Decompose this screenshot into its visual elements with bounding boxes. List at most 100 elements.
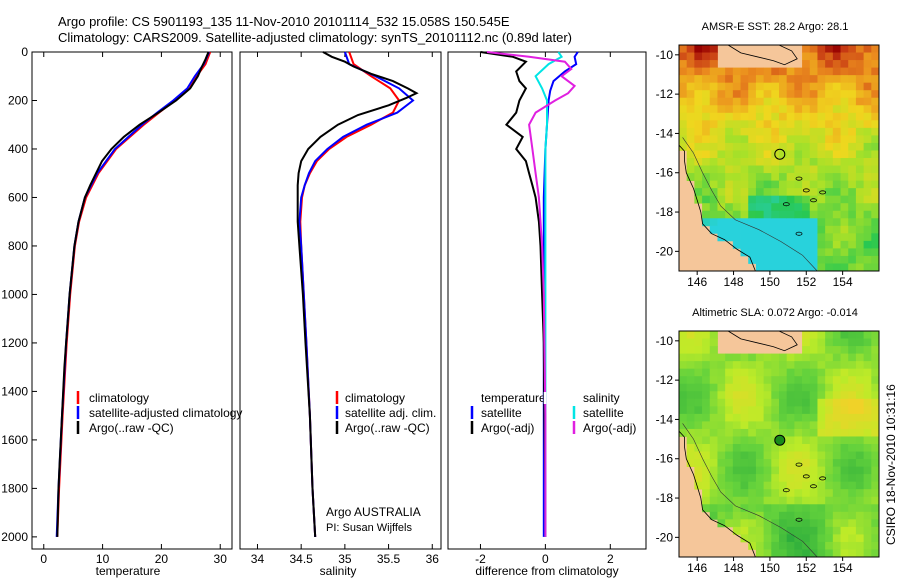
map-cell [786,549,795,558]
map-cell [779,534,788,543]
map-cell [840,541,849,550]
map-cell [855,203,865,212]
map-cell [809,444,818,452]
map-cell [825,436,834,445]
map-cell [755,421,765,430]
map-cell [840,158,849,166]
map-cell [848,173,857,181]
map-cell [694,90,703,99]
map-cell [802,406,811,415]
map-cell [809,451,818,460]
map-cell [709,135,718,144]
map-cell [817,331,826,339]
map-cell [817,158,826,166]
map-cell [709,466,718,475]
map-cell [732,474,741,483]
map-cell [732,398,741,407]
map-cell [732,97,741,106]
map-cell [748,474,757,483]
map-cell [871,428,880,437]
map-cell [725,120,734,129]
map-cell [786,368,795,377]
map-cell [871,150,880,159]
map-cell [755,444,765,452]
map-cell [832,526,841,535]
map-cell [779,519,788,528]
map-cell [779,120,788,129]
map-cell [848,398,857,407]
difference-series [480,51,579,537]
map-cell [763,413,772,422]
map-cell [832,210,841,219]
map-cell [732,361,741,370]
map-cell [840,383,849,392]
map-cell [763,421,772,430]
map-cell [863,451,872,460]
map-cell [840,376,849,385]
map-cell [748,112,757,121]
map-cell [771,255,780,264]
map-cell [802,45,811,53]
map-cell [755,436,765,445]
map-cell [832,218,841,227]
map-cell [732,466,741,475]
map-cell [802,142,811,151]
map-cell [771,489,780,498]
map-cell [694,158,703,166]
temperature-x-axis: 0 10 20 30 [40,52,227,566]
map-cell [794,180,803,189]
map-cell [771,135,780,144]
map-cell [755,451,765,460]
map-cell [848,233,857,242]
map-cell [694,338,703,347]
map-cell [763,368,772,377]
map-cell [771,428,780,437]
map-cell [686,135,695,144]
map-cell [740,534,749,543]
map-cell [794,142,803,151]
map-cell [740,248,749,257]
map-cell [748,233,757,242]
map-cell [763,90,772,99]
map-cell [855,346,865,354]
map-cell [825,353,834,362]
map-cell [748,504,757,513]
map-cell [702,112,711,121]
map-cell [832,203,841,212]
map-cell [748,541,757,550]
map-cell [771,82,780,91]
map-cell [717,195,726,204]
map-cell [871,142,880,151]
salinity-panel: 34 34.5 35 35.5 36 salinity climatology sate… [239,51,442,578]
map-cell [779,361,788,370]
map-cell [755,112,765,121]
map-cell [848,391,857,400]
map-cell [748,353,757,362]
map-cell [725,383,734,392]
map-cell [686,75,695,84]
map-cell [686,331,695,339]
map-cell [871,534,880,543]
map-cell [855,504,865,513]
map-y-tick-label: -12 [656,373,674,387]
x-tick-label: 30 [214,552,228,566]
map-y-tick-label: -10 [656,334,674,348]
map-cell [832,511,841,520]
map-cell [679,376,688,385]
map-cell [840,112,849,121]
map-cell [817,413,826,422]
map-cell [786,135,795,144]
map-y-tick-label: -12 [656,87,674,101]
map-cell [817,240,826,249]
map-cell [802,225,811,234]
map-cell [771,391,780,400]
map-cell [786,391,795,400]
map-cell [855,444,865,452]
map-cell [771,406,780,415]
map-cell [686,406,695,415]
map-cell [825,75,834,84]
map-cell [863,218,872,227]
map-cell [832,459,841,467]
map-cell [717,383,726,392]
map-cell [709,150,718,159]
